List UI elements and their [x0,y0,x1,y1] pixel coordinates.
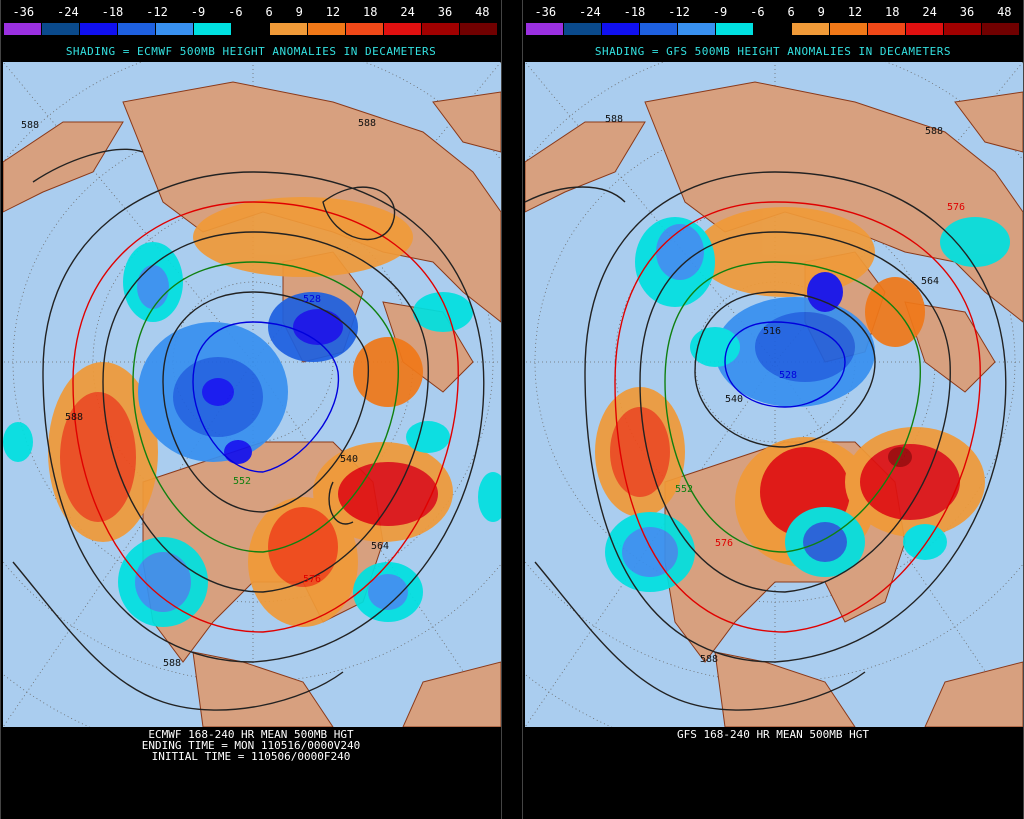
ecmwf-footer: ECMWF 168-240 HR MEAN 500MB HGT ENDING T… [1,729,501,762]
anomaly-color-scale [526,23,1020,35]
ecmwf-map-svg: 588 588 588 552 564 540 528 588 576 [3,62,501,727]
scale-swatch [460,23,498,35]
scale-swatch [232,23,270,35]
scale-swatch [602,23,640,35]
anomaly-shading [3,197,501,627]
scale-tick-label: -9 [190,5,206,19]
scale-tick-label: 9 [817,5,825,19]
scale-tick-label: 36 [437,5,453,19]
scale-swatch [564,23,602,35]
gfs-panel: -36 -24 -18 -12 -9 -6 6 9 12 18 24 36 48 SHADING = G… [522,0,1024,819]
scale-tick-label: -18 [623,5,646,19]
scale-tick-label: 12 [325,5,341,19]
scale-tick-label: -24 [579,5,601,19]
gfs-map-svg: 588 588 576 564 516 528 540 552 576 588 [525,62,1023,727]
height-contours [525,171,1007,711]
scale-tick-label: 18 [885,5,900,19]
scale-tick-label: 6 [265,5,273,19]
contour-label: 564 [371,541,389,552]
footer-line: INITIAL TIME = 110506/0000F240 [151,750,351,763]
gfs-map: 588 588 576 564 516 528 540 552 576 588 [525,62,1023,727]
scale-swatch [118,23,156,35]
contour-label: 588 [700,654,718,665]
scale-swatch [944,23,982,35]
scale-tick-label: 9 [295,5,303,19]
contour-label: 576 [715,538,733,549]
contour-label: 540 [340,454,358,465]
contour-label: 588 [605,114,623,125]
scale-tick-label: 48 [997,5,1012,19]
scale-swatch [80,23,118,35]
scale-swatch [422,23,460,35]
footer-line: GFS 168-240 HR MEAN 500MB HGT [676,728,870,741]
anomaly-color-scale [4,23,498,35]
contour-label: 576 [303,574,321,585]
scale-swatch [868,23,906,35]
scale-tick-label: -12 [668,5,690,19]
contour-label: 516 [763,326,781,337]
anomaly-scale-labels: -36 -24 -18 -12 -9 -6 6 9 12 18 24 36 48 [1,5,501,21]
scale-swatch [716,23,754,35]
scale-tick-label: -12 [146,5,168,19]
contour-labels: 588 588 576 564 516 528 540 552 576 588 [605,114,965,665]
scale-tick-label: 48 [475,5,490,19]
scale-swatch [194,23,232,35]
contour-label: 552 [233,476,251,487]
scale-tick-label: 12 [847,5,863,19]
gfs-footer: GFS 168-240 HR MEAN 500MB HGT [523,729,1023,740]
contour-label: 588 [358,118,376,129]
scale-swatch [42,23,80,35]
scale-tick-label: 6 [787,5,795,19]
contour-label: 564 [921,276,939,287]
scale-swatch [270,23,308,35]
scale-tick-label: 36 [959,5,975,19]
scale-swatch [526,23,564,35]
contour-label: 528 [303,294,321,305]
contour-label: 576 [947,202,965,213]
contour-label: 588 [65,412,83,423]
scale-tick-label: 24 [922,5,937,19]
scale-swatch [678,23,716,35]
scale-swatch [754,23,792,35]
anomaly-scale-labels: -36 -24 -18 -12 -9 -6 6 9 12 18 24 36 48 [523,5,1023,21]
gfs-subtitle: SHADING = GFS 500MB HEIGHT ANOMALIES IN … [594,45,952,58]
scale-tick-label: 18 [363,5,378,19]
scale-tick-label: 24 [400,5,415,19]
scale-tick-label: -24 [57,5,79,19]
contour-labels: 588 588 588 552 564 540 528 588 576 [21,118,389,669]
scale-swatch [906,23,944,35]
scale-swatch [156,23,194,35]
height-contours [12,148,485,711]
contour-label: 588 [925,126,943,137]
scale-tick-label: -6 [228,5,243,19]
ecmwf-map: 588 588 588 552 564 540 528 588 576 [3,62,501,727]
footer-line: ECMWF 168-240 HR MEAN 500MB HGT [148,728,354,741]
scale-swatch [346,23,384,35]
scale-swatch [830,23,868,35]
scale-swatch [640,23,678,35]
scale-swatch [792,23,830,35]
contour-label: 528 [779,370,797,381]
scale-swatch [982,23,1020,35]
scale-swatch [308,23,346,35]
scale-tick-label: -36 [12,5,35,19]
anomaly-shading [595,207,1010,592]
contour-label: 540 [725,394,743,405]
scale-swatch [384,23,422,35]
contour-label: 588 [21,120,39,131]
scale-tick-label: -6 [750,5,765,19]
footer-line: ENDING TIME = MON 110516/0000V240 [141,739,361,752]
ecmwf-panel: -36 -24 -18 -12 -9 -6 6 9 12 18 24 36 48 SHADING = E… [0,0,502,819]
contour-label: 552 [675,484,693,495]
ecmwf-subtitle: SHADING = ECMWF 500MB HEIGHT ANOMALIES I… [65,45,437,58]
contour-label: 588 [163,658,181,669]
scale-tick-label: -18 [101,5,124,19]
scale-tick-label: -9 [712,5,728,19]
scale-tick-label: -36 [534,5,557,19]
scale-swatch [4,23,42,35]
